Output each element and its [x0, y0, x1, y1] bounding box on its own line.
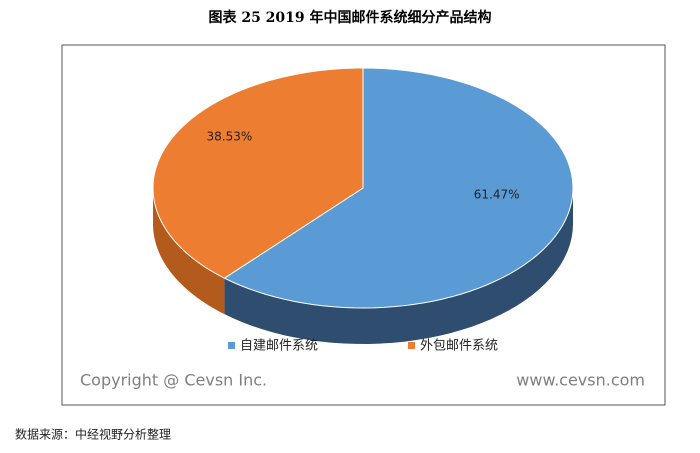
slice-side [224, 188, 573, 344]
chart-title: 图表 25 2019 年中国邮件系统细分产品结构 [208, 9, 491, 26]
legend-swatch [408, 342, 415, 349]
data-label: 38.53% [206, 130, 252, 144]
legend-label: 自建邮件系统 [240, 339, 318, 354]
source-note: 数据来源：中经视野分析整理 [15, 427, 171, 442]
copyright: Copyright @ Cevsn Inc. [80, 371, 267, 390]
slice-side [153, 188, 225, 315]
website: www.cevsn.com [516, 371, 645, 390]
legend-swatch [228, 342, 235, 349]
data-label: 61.47% [474, 187, 520, 201]
pie-slice [152, 67, 364, 279]
legend-label: 外包邮件系统 [420, 339, 498, 354]
pie-slice [223, 67, 574, 309]
